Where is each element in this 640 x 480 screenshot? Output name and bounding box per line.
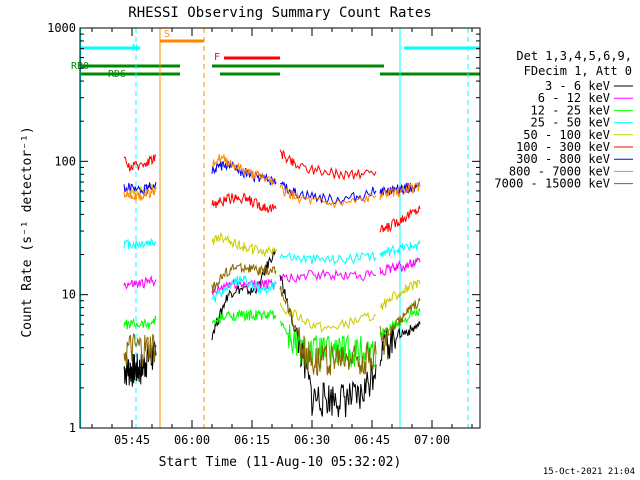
series-line — [279, 149, 377, 181]
legend-label: 100 - 300 keV — [516, 140, 610, 154]
series-line — [123, 332, 157, 367]
series-line — [379, 279, 421, 311]
x-tick-label: 06:30 — [294, 433, 330, 447]
series-line — [379, 205, 421, 233]
y-tick-label: 100 — [54, 154, 76, 168]
flag-label: N — [132, 43, 138, 54]
series-line — [211, 232, 277, 257]
legend-header-1: Det 1,3,4,5,6,9, — [516, 49, 632, 63]
legend-label: 12 - 25 keV — [531, 103, 610, 117]
series-line — [379, 240, 421, 257]
series-line — [279, 285, 377, 377]
y-axis: 1 10 100 1000 — [47, 21, 480, 435]
series-line — [211, 153, 277, 186]
x-tick-label: 06:45 — [354, 433, 390, 447]
x-tick-label: 05:45 — [114, 433, 150, 447]
series-line — [211, 262, 277, 293]
series-line — [211, 192, 277, 213]
flag-label: RD6 — [108, 69, 126, 80]
legend-label: 7000 - 15000 keV — [494, 177, 610, 191]
series-line — [379, 181, 421, 201]
legend: Det 1,3,4,5,6,9, FDecim 1, Att 0 3 - 6 k… — [494, 49, 633, 191]
x-tick-label: 06:15 — [234, 433, 270, 447]
series-line — [211, 160, 277, 186]
legend-label: 800 - 7000 keV — [509, 164, 610, 178]
plot-frame — [79, 27, 481, 429]
x-tick-label: 07:00 — [414, 433, 450, 447]
series-line — [123, 154, 157, 173]
series-line — [123, 238, 157, 250]
footer-date: 15-Oct-2021 21:04 — [543, 467, 635, 477]
series-line — [379, 181, 421, 196]
x-tick-label: 06:00 — [174, 433, 210, 447]
series-line — [279, 181, 377, 205]
flag-label: F — [214, 52, 220, 63]
y-tick-label: 10 — [62, 288, 76, 302]
vertical-markers — [80, 28, 469, 428]
series-line — [123, 181, 157, 197]
series-line — [379, 297, 421, 355]
series-line — [279, 184, 377, 209]
series-line — [211, 308, 277, 325]
legend-label: 50 - 100 keV — [523, 128, 610, 142]
y-tick-label: 1000 — [47, 21, 76, 35]
x-axis: 05:45 06:00 06:15 06:30 06:45 07:00 — [91, 28, 473, 447]
y-axis-label: Count Rate (s⁻¹ detector⁻¹) — [20, 126, 35, 337]
series-line — [279, 320, 377, 371]
chart-title: RHESSI Observing Summary Count Rates — [128, 5, 431, 21]
series-line — [279, 302, 377, 333]
legend-label: 25 - 50 keV — [531, 116, 610, 130]
series-line — [123, 186, 157, 202]
series-lines — [123, 149, 421, 418]
series-line — [123, 315, 157, 330]
y-tick-label: 1 — [69, 421, 76, 435]
legend-label: 300 - 800 keV — [516, 152, 610, 166]
series-line — [279, 251, 377, 266]
legend-header-2: FDecim 1, Att 0 — [524, 64, 632, 78]
flag-label: S — [164, 29, 170, 40]
flag-bars — [80, 39, 480, 76]
legend-label: 3 - 6 keV — [545, 79, 610, 93]
x-axis-label: Start Time (11-Aug-10 05:32:02) — [159, 455, 402, 470]
series-line — [123, 274, 157, 290]
plot-clip-group — [80, 28, 480, 428]
series-line — [279, 268, 377, 283]
series-line — [379, 256, 421, 276]
series-line — [211, 278, 277, 296]
series-line — [211, 274, 277, 303]
legend-label: 6 - 12 keV — [538, 91, 610, 105]
